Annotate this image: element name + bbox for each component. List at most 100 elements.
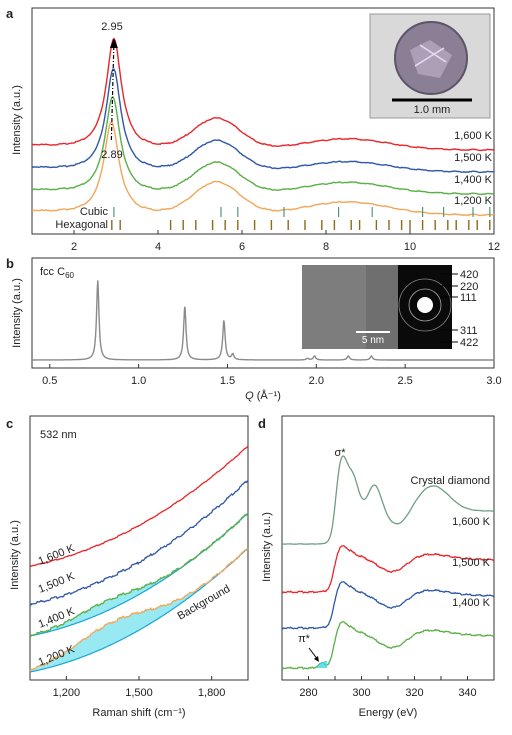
series-label-1200: 1,200 K xyxy=(454,195,493,207)
nexafs-line-1,400 K xyxy=(281,621,495,670)
a-xtick-label: 4 xyxy=(155,241,161,253)
a-xtick-label: 6 xyxy=(239,241,245,253)
crystal-photo-inset: 1.0 mm xyxy=(369,13,491,119)
c-label-1600: 1,600 K xyxy=(37,542,77,568)
panel-c-wavelength: 532 nm xyxy=(40,429,77,441)
crystal-reflection xyxy=(414,44,447,67)
panel-b-letter: b xyxy=(6,256,14,271)
a-xtick-label: 12 xyxy=(488,241,500,253)
nexafs-line-Crystal diamond xyxy=(281,455,495,545)
d-label-1400: 1,400 K xyxy=(452,597,491,609)
ring-label-420: 420 xyxy=(460,269,478,281)
raman-line-1,400 K xyxy=(29,513,249,638)
c-label-1500: 1,500 K xyxy=(37,570,77,596)
d-label-1600: 1,600 K xyxy=(452,516,491,528)
series-label-1500: 1,500 K xyxy=(454,152,493,164)
series-label-1400: 1,400 K xyxy=(454,174,493,186)
panel-b: b Intensity (a.u.) fcc C60 0.5 1.0 1.5 2.0 2… xyxy=(6,256,502,402)
panel-c-xticks: 1,200 1,500 1,800 xyxy=(53,676,226,699)
panel-b-frame xyxy=(31,257,495,369)
panel-a-frame xyxy=(31,7,495,235)
raman-line-1,200 K xyxy=(29,548,249,672)
c-xtick-label: 1,500 xyxy=(125,687,153,699)
pi-star-label: π* xyxy=(298,633,311,645)
reference-ticks xyxy=(111,207,491,230)
series-line-1,500 K xyxy=(31,68,495,174)
raman-line-1,600 K xyxy=(29,445,249,568)
peak-label-bottom: 2.89 xyxy=(101,149,122,161)
series-line-1,200 K xyxy=(31,120,495,217)
ref-hex-label: Hexagonal xyxy=(55,219,108,231)
panel-d-ylabel: Intensity (a.u.) xyxy=(261,512,273,582)
ring-label-311: 311 xyxy=(460,325,478,337)
c-xtick-label: 1,200 xyxy=(53,687,81,699)
panel-a: a Intensity (a.u.) 2.95 2.89 1,600 K 1,5… xyxy=(6,6,500,253)
panel-d-xticks: 280 300 320 340 xyxy=(299,676,477,699)
c60-diffraction-line xyxy=(32,280,494,361)
panel-c-ylabel: Intensity (a.u.) xyxy=(9,520,21,590)
panel-c-letter: c xyxy=(6,416,13,431)
panel-c: c Intensity (a.u.) 532 nm 1,600 K 1,500 … xyxy=(6,415,249,719)
b-xtick-label: 2.0 xyxy=(309,375,324,387)
series-line-1,600 K xyxy=(31,37,495,152)
nexafs-line-1,500 K xyxy=(281,581,495,630)
tem-lattice-region xyxy=(302,265,366,349)
a-xtick-label: 8 xyxy=(323,241,329,253)
peak-label-top: 2.95 xyxy=(101,21,122,33)
panel-d-letter: d xyxy=(258,416,266,431)
b-xtick-label: 2.5 xyxy=(398,375,413,387)
d-label-1500: 1,500 K xyxy=(452,557,491,569)
raman-line-1,500 K xyxy=(29,480,249,606)
d-label-diamond: Crystal diamond xyxy=(411,475,490,487)
peak-shift-arrowhead xyxy=(109,38,118,48)
sigma-star-label: σ* xyxy=(334,447,346,459)
b-xtick-label: 1.0 xyxy=(131,375,146,387)
ring-label-422: 422 xyxy=(460,337,478,349)
peak-shift-line xyxy=(110,41,115,141)
d-xtick-label: 340 xyxy=(458,687,476,699)
background-label: Background xyxy=(176,583,233,623)
panel-a-curves xyxy=(31,37,495,217)
panel-d-curves xyxy=(281,455,495,670)
series-line-1,400 K xyxy=(31,95,495,196)
panel-a-xticks: 2 4 6 8 10 12 xyxy=(71,230,500,253)
panel-c-xlabel: Raman shift (cm⁻¹) xyxy=(92,707,185,719)
series-label-1600: 1,600 K xyxy=(454,130,493,142)
photo-scale-label: 1.0 mm xyxy=(414,104,451,116)
pi-star-arrowhead xyxy=(314,656,319,662)
panel-b-curve xyxy=(32,280,494,361)
ref-cubic-label: Cubic xyxy=(80,206,109,218)
panel-a-ylabel: Intensity (a.u.) xyxy=(11,85,23,155)
b-xtick-label: 0.5 xyxy=(42,375,57,387)
panel-d-xlabel: Energy (eV) xyxy=(359,707,418,719)
diffraction-ring xyxy=(408,288,442,322)
diffraction-center xyxy=(417,297,433,313)
panel-b-ylabel: Intensity (a.u.) xyxy=(11,278,23,348)
c-xtick-label: 1,800 xyxy=(198,687,226,699)
panel-b-xlabel: Q (Å⁻¹) xyxy=(245,389,281,402)
ring-label-111: 111 xyxy=(460,292,477,304)
panel-b-xticks: 0.5 1.0 1.5 2.0 2.5 3.0 xyxy=(42,364,502,387)
diffraction-ring-labels: 420 220 111 311 422 xyxy=(440,269,478,349)
tem-scale-label: 5 nm xyxy=(362,335,384,346)
d-xtick-label: 320 xyxy=(405,687,423,699)
panel-d-frame xyxy=(281,415,495,681)
background-fill-1,200 K xyxy=(30,548,248,672)
pi-star-fill xyxy=(316,660,328,668)
panel-b-sample-label: fcc C60 xyxy=(40,266,75,280)
d-xtick-label: 280 xyxy=(299,687,317,699)
panel-a-peak-shift xyxy=(109,38,118,141)
panel-d: d Intensity (a.u.) σ* π* Crystal diamond… xyxy=(258,415,495,719)
a-xtick-label: 2 xyxy=(71,241,77,253)
ring-label-220: 220 xyxy=(460,281,478,293)
b-xtick-label: 1.5 xyxy=(220,375,235,387)
panel-a-letter: a xyxy=(6,6,14,21)
d-xtick-label: 300 xyxy=(352,687,370,699)
panel-c-curves xyxy=(29,445,249,673)
tem-inset: 5 nm xyxy=(302,265,452,349)
diffraction-ring xyxy=(398,278,452,332)
b-xtick-label: 3.0 xyxy=(486,375,501,387)
a-xtick-label: 10 xyxy=(404,241,416,253)
nexafs-line-1,600 K xyxy=(281,545,495,594)
